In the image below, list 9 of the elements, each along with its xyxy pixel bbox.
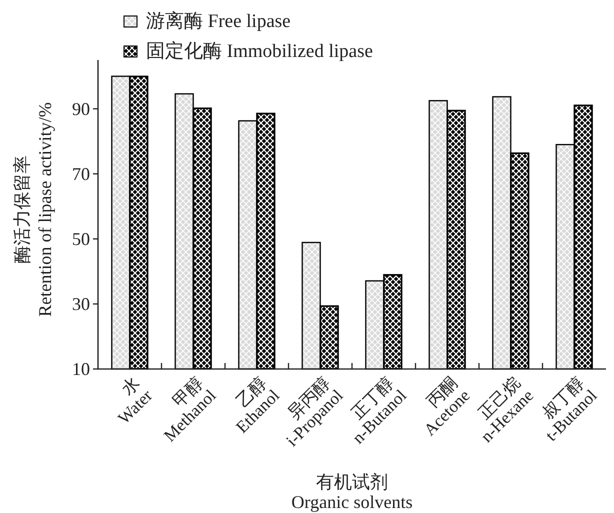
y-tick-label: 70 bbox=[72, 164, 90, 184]
y-tick-label: 50 bbox=[72, 228, 90, 249]
y-axis-title: 酶活力保留率 Retention of lipase activity/% bbox=[12, 102, 55, 317]
legend-label: 固定化酶 Immobilized lipase bbox=[146, 40, 373, 62]
y-tick-label: 30 bbox=[72, 294, 90, 314]
y-tick-label: 10 bbox=[72, 359, 90, 379]
legend-label: 游离酶 Free lipase bbox=[146, 10, 291, 32]
x-axis-title: 有机试剂 Organic solvents bbox=[291, 472, 413, 512]
y-tick-label: 90 bbox=[72, 98, 90, 119]
